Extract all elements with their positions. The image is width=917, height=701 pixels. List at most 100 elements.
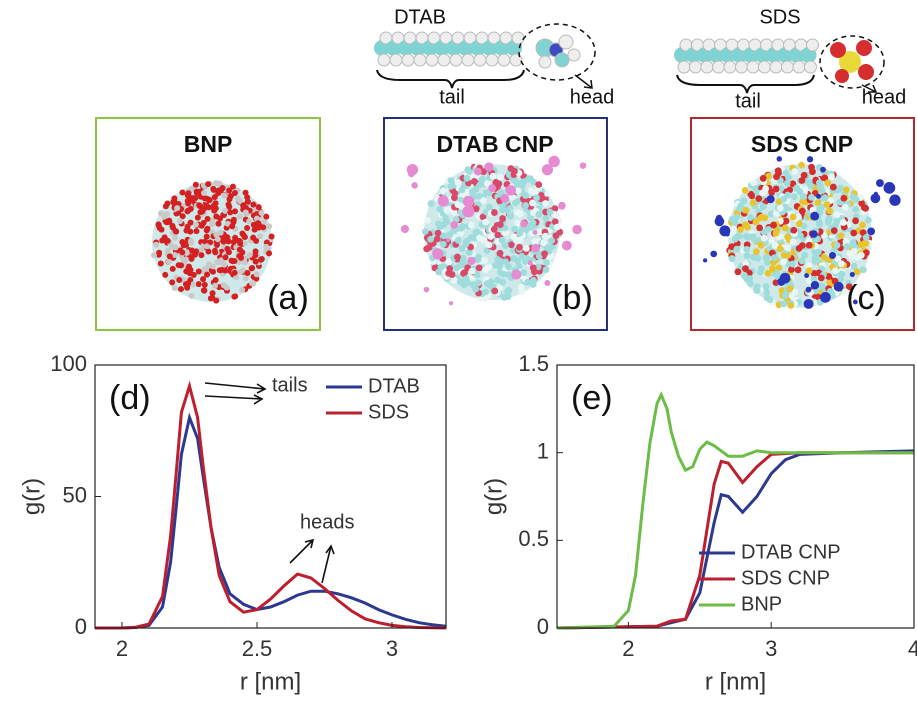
atom bbox=[771, 242, 779, 249]
data-line bbox=[95, 412, 447, 630]
atom bbox=[225, 249, 232, 256]
head-outline bbox=[518, 23, 596, 81]
atom bbox=[513, 236, 520, 244]
ion bbox=[873, 191, 879, 197]
atom bbox=[491, 209, 498, 216]
atom bbox=[814, 199, 822, 207]
atom bbox=[389, 53, 403, 67]
atom bbox=[542, 266, 550, 274]
ion bbox=[488, 184, 497, 193]
atom bbox=[836, 198, 844, 206]
atom bbox=[536, 228, 544, 236]
atom bbox=[487, 233, 495, 240]
atom bbox=[700, 60, 714, 74]
atom bbox=[823, 201, 831, 208]
atom bbox=[454, 236, 462, 244]
atom bbox=[815, 219, 823, 226]
atom bbox=[794, 266, 802, 274]
ion bbox=[766, 195, 775, 204]
ion bbox=[833, 281, 844, 292]
atom bbox=[742, 206, 750, 214]
legend-label: DTAB bbox=[368, 375, 420, 397]
atom bbox=[255, 204, 262, 211]
ion bbox=[541, 164, 553, 176]
ion bbox=[719, 225, 731, 237]
atom bbox=[425, 53, 439, 67]
atom bbox=[773, 173, 780, 181]
atom bbox=[155, 222, 162, 229]
atom bbox=[469, 188, 476, 196]
x-tick-label: 2 bbox=[116, 636, 128, 661]
atom bbox=[225, 201, 232, 208]
atom bbox=[818, 187, 826, 195]
atom bbox=[215, 220, 222, 227]
atom bbox=[789, 238, 797, 246]
atom bbox=[784, 191, 792, 199]
ion bbox=[561, 240, 572, 251]
atom bbox=[427, 235, 435, 243]
atom bbox=[806, 38, 819, 52]
atom bbox=[257, 256, 264, 263]
ion bbox=[511, 269, 522, 280]
atom bbox=[255, 220, 262, 227]
atom bbox=[192, 181, 199, 188]
atom bbox=[516, 243, 523, 251]
atom bbox=[837, 275, 845, 283]
atom bbox=[253, 271, 260, 278]
tail-brace bbox=[676, 74, 815, 94]
ion bbox=[531, 243, 540, 253]
x-axis-label: r [nm] bbox=[240, 668, 301, 695]
panel-label: (c) bbox=[846, 279, 886, 317]
atom bbox=[750, 179, 757, 187]
atom bbox=[200, 190, 207, 197]
atom bbox=[760, 234, 768, 242]
atom bbox=[447, 177, 455, 184]
atom bbox=[497, 53, 511, 67]
atom bbox=[220, 238, 227, 245]
atom bbox=[776, 204, 784, 212]
sds-molecule bbox=[674, 38, 874, 83]
panel-title: DTAB CNP bbox=[436, 131, 553, 157]
atom bbox=[862, 239, 870, 247]
atom bbox=[567, 48, 581, 62]
atom bbox=[184, 208, 191, 215]
atom bbox=[479, 197, 487, 204]
atom bbox=[485, 53, 499, 67]
ion bbox=[852, 299, 858, 305]
atom bbox=[551, 218, 559, 226]
atom bbox=[377, 53, 391, 67]
atom bbox=[712, 60, 725, 74]
atom bbox=[169, 265, 176, 272]
head-label: head bbox=[862, 86, 907, 108]
atom bbox=[468, 267, 476, 275]
x-axis-label: r [nm] bbox=[705, 668, 766, 695]
atom bbox=[427, 200, 435, 208]
atom bbox=[821, 194, 829, 202]
atom bbox=[517, 283, 525, 291]
atom bbox=[774, 167, 782, 175]
atom bbox=[760, 228, 768, 236]
atom bbox=[814, 235, 821, 243]
atom bbox=[831, 267, 839, 275]
atom bbox=[458, 186, 466, 194]
atom bbox=[253, 237, 260, 244]
atom bbox=[241, 259, 248, 266]
atom bbox=[786, 285, 794, 293]
atom bbox=[179, 239, 186, 246]
atom bbox=[246, 218, 253, 225]
atom bbox=[789, 260, 797, 268]
atom bbox=[161, 234, 168, 241]
y-axis-label: g(r) bbox=[480, 478, 507, 515]
atom bbox=[478, 175, 486, 183]
atom bbox=[852, 206, 859, 213]
atom bbox=[221, 261, 228, 268]
atom bbox=[801, 251, 808, 259]
atom bbox=[788, 266, 795, 273]
atom bbox=[171, 284, 178, 291]
atom bbox=[830, 227, 838, 235]
atom bbox=[495, 262, 503, 270]
atom bbox=[780, 251, 788, 259]
atom bbox=[518, 252, 526, 260]
data-line bbox=[556, 391, 914, 630]
atom bbox=[781, 60, 794, 74]
